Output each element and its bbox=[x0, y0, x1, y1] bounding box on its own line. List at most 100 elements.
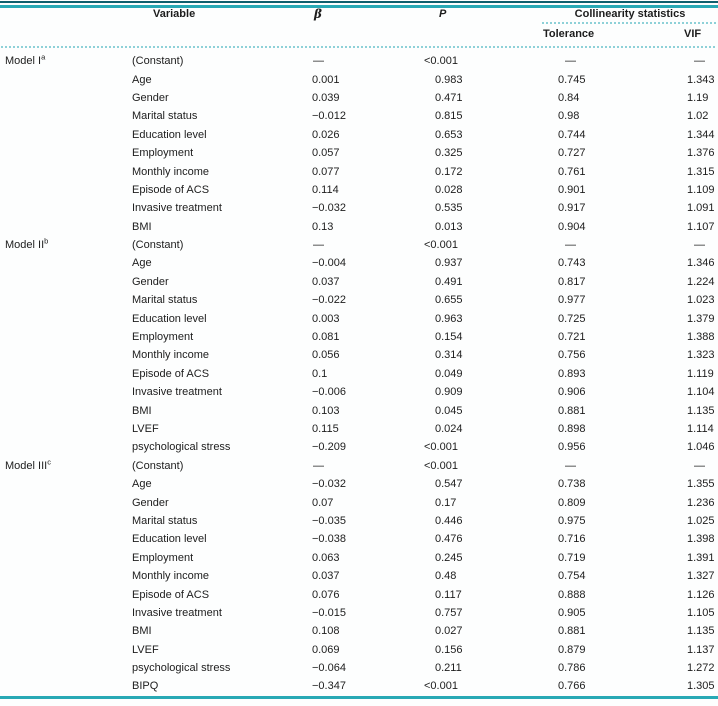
table-row: Model IIb (Constant) — <0.001 — — bbox=[5, 236, 718, 254]
cell-beta: 0.026 bbox=[312, 128, 340, 141]
table-row: Marital status −0.022 0.655 0.977 1.023 bbox=[5, 291, 718, 309]
cell-tolerance: 0.756 bbox=[558, 349, 586, 362]
cell-vif: 1.272 bbox=[687, 662, 715, 675]
cell-vif: 1.305 bbox=[687, 680, 715, 693]
cell-vif: — bbox=[694, 459, 705, 472]
cell-tolerance: 0.744 bbox=[558, 128, 586, 141]
column-header-vif: VIF bbox=[684, 28, 702, 40]
cell-tolerance: 0.977 bbox=[558, 294, 586, 307]
cell-vif: 1.091 bbox=[687, 202, 715, 215]
cell-p: 0.547 bbox=[435, 478, 463, 491]
cell-tolerance: 0.719 bbox=[558, 551, 586, 564]
cell-variable: Age bbox=[132, 257, 152, 270]
cell-beta: −0.064 bbox=[312, 662, 346, 675]
cell-vif: 1.114 bbox=[687, 423, 714, 435]
column-header-tolerance: Tolerance bbox=[543, 28, 595, 40]
cell-tolerance: 0.879 bbox=[558, 643, 586, 656]
cell-vif: 1.398 bbox=[687, 533, 715, 546]
cell-beta: 0.001 bbox=[312, 73, 340, 86]
cell-variable: Age bbox=[132, 73, 152, 86]
cell-variable: Marital status bbox=[132, 294, 198, 307]
cell-variable: (Constant) bbox=[132, 239, 184, 252]
table-row: Gender 0.07 0.17 0.809 1.236 bbox=[5, 493, 718, 511]
cell-variable: LVEF bbox=[132, 423, 159, 435]
cell-beta: 0.077 bbox=[312, 165, 340, 178]
cell-p: 0.028 bbox=[435, 183, 463, 196]
cell-p: 0.963 bbox=[435, 312, 463, 325]
table-row: BMI 0.13 0.013 0.904 1.107 bbox=[5, 218, 718, 236]
cell-variable: Monthly income bbox=[132, 570, 210, 583]
cell-variable: (Constant) bbox=[132, 55, 184, 68]
table-row: Age −0.032 0.547 0.738 1.355 bbox=[5, 475, 718, 493]
cell-beta: 0.07 bbox=[312, 496, 334, 509]
cell-vif: 1.323 bbox=[687, 349, 715, 362]
cell-tolerance: 0.905 bbox=[558, 606, 586, 619]
cell-p: 0.48 bbox=[435, 570, 457, 583]
cell-vif: 1.02 bbox=[687, 110, 709, 123]
cell-vif: 1.135 bbox=[687, 625, 715, 638]
cell-variable: Episode of ACS bbox=[132, 183, 210, 196]
cell-p: 0.024 bbox=[435, 423, 463, 435]
cell-vif: 1.391 bbox=[687, 551, 715, 564]
table-row: BMI 0.103 0.045 0.881 1.135 bbox=[5, 401, 718, 419]
cell-variable: Education level bbox=[132, 312, 207, 325]
cell-variable: Invasive treatment bbox=[132, 202, 222, 215]
cell-beta: 0.037 bbox=[312, 570, 340, 583]
cell-tolerance: 0.716 bbox=[558, 533, 586, 546]
cell-variable: Gender bbox=[132, 275, 169, 288]
cell-p: 0.013 bbox=[435, 220, 463, 233]
cell-variable: BIPQ bbox=[132, 680, 159, 693]
cell-beta: −0.038 bbox=[312, 533, 346, 546]
cell-beta: −0.015 bbox=[312, 606, 346, 619]
cell-beta: −0.006 bbox=[312, 386, 346, 399]
cell-tolerance: — bbox=[565, 459, 576, 472]
cell-tolerance: — bbox=[565, 239, 576, 252]
cell-vif: 1.104 bbox=[687, 386, 715, 399]
table-row: Age 0.001 0.983 0.745 1.343 bbox=[5, 70, 718, 88]
cell-variable: Gender bbox=[132, 91, 169, 104]
cell-p: 0.172 bbox=[435, 165, 463, 178]
column-header-beta: β bbox=[314, 7, 322, 21]
cell-tolerance: 0.893 bbox=[558, 367, 586, 380]
cell-beta: −0.035 bbox=[312, 514, 346, 527]
table-row: Gender 0.039 0.471 0.84 1.19 bbox=[5, 89, 718, 107]
cell-beta: 0.114 bbox=[312, 183, 339, 196]
cell-tolerance: 0.917 bbox=[558, 202, 586, 215]
cell-p: <0.001 bbox=[424, 441, 458, 454]
cell-variable: Education level bbox=[132, 533, 207, 546]
table-row: Age −0.004 0.937 0.743 1.346 bbox=[5, 254, 718, 272]
cell-variable: Marital status bbox=[132, 514, 198, 527]
cell-p: 0.156 bbox=[435, 643, 463, 656]
cell-variable: psychological stress bbox=[132, 441, 231, 454]
table-row: BIPQ −0.347 <0.001 0.766 1.305 bbox=[5, 677, 718, 695]
cell-vif: 1.135 bbox=[687, 404, 715, 417]
cell-tolerance: 0.98 bbox=[558, 110, 580, 123]
cell-p: 0.937 bbox=[435, 257, 463, 270]
cell-p: 0.211 bbox=[435, 662, 462, 675]
cell-variable: Monthly income bbox=[132, 349, 210, 362]
cell-variable: Invasive treatment bbox=[132, 606, 222, 619]
table-row: Monthly income 0.056 0.314 0.756 1.323 bbox=[5, 346, 718, 364]
cell-tolerance: 0.898 bbox=[558, 423, 586, 435]
cell-beta: 0.069 bbox=[312, 643, 340, 656]
cell-vif: 1.107 bbox=[687, 220, 715, 233]
cell-tolerance: 0.727 bbox=[558, 147, 586, 160]
table-row: BMI 0.108 0.027 0.881 1.135 bbox=[5, 622, 718, 640]
cell-vif: 1.126 bbox=[687, 588, 715, 601]
cell-variable: (Constant) bbox=[132, 459, 184, 472]
cell-beta: 0.081 bbox=[312, 331, 340, 344]
table-bottom-rule bbox=[0, 696, 718, 699]
cell-beta: −0.012 bbox=[312, 110, 346, 123]
cell-vif: 1.025 bbox=[687, 514, 715, 527]
cell-p: 0.983 bbox=[435, 73, 463, 86]
table-row: Episode of ACS 0.076 0.117 0.888 1.126 bbox=[5, 585, 718, 603]
cell-tolerance: 0.904 bbox=[558, 220, 586, 233]
column-header-collinearity: Collinearity statistics bbox=[574, 8, 686, 20]
cell-p: 0.653 bbox=[435, 128, 463, 141]
cell-vif: 1.343 bbox=[687, 73, 715, 86]
cell-vif: 1.327 bbox=[687, 570, 715, 583]
cell-vif: — bbox=[694, 55, 705, 68]
cell-variable: LVEF bbox=[132, 643, 159, 656]
cell-p: 0.655 bbox=[435, 294, 463, 307]
